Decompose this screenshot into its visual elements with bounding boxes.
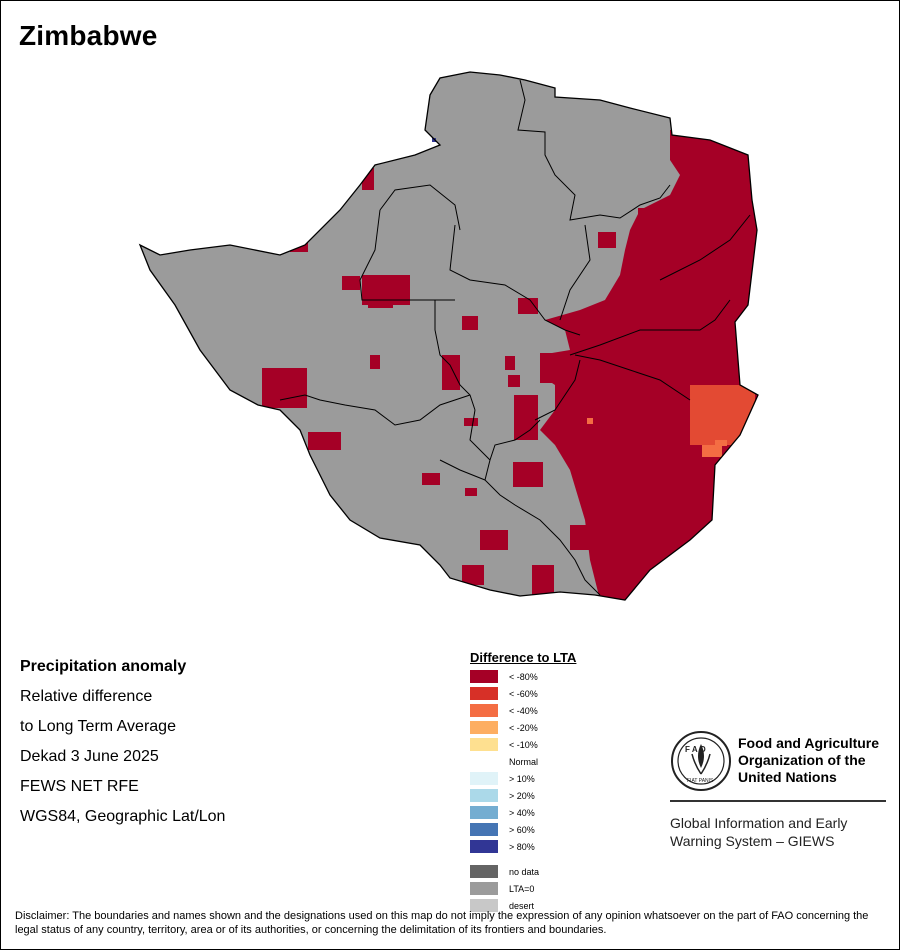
legend-label: > 80% bbox=[509, 841, 535, 852]
fao-name-3: United Nations bbox=[738, 769, 837, 785]
fao-logo-letters: F A O bbox=[685, 745, 706, 754]
legend-row: > 20% bbox=[470, 787, 576, 804]
disclaimer: Disclaimer: The boundaries and names sho… bbox=[15, 910, 869, 936]
legend-swatch bbox=[470, 823, 498, 836]
legend-swatch bbox=[470, 899, 498, 912]
legend-swatch bbox=[470, 806, 498, 819]
legend-row: < -60% bbox=[470, 685, 576, 702]
legend-swatch bbox=[470, 789, 498, 802]
fao-name-2: Organization of the bbox=[738, 752, 866, 768]
fao-logo-icon: F A O FIAT PANIS bbox=[671, 731, 731, 791]
fao-logo-motto: FIAT PANIS bbox=[687, 778, 714, 784]
deficit-block bbox=[540, 353, 570, 383]
deficit-block bbox=[370, 355, 380, 369]
giews-line-2: Warning System – GIEWS bbox=[670, 833, 835, 849]
info-line-1: Relative difference bbox=[20, 688, 153, 705]
deficit-block bbox=[513, 462, 543, 487]
deficit-block bbox=[684, 210, 692, 218]
deficit-block bbox=[462, 565, 484, 585]
legend-label: > 40% bbox=[509, 807, 535, 818]
legend-row: > 60% bbox=[470, 821, 576, 838]
legend: Difference to LTA < -80% < -60% < -40% < -2… bbox=[470, 650, 576, 914]
legend-label: > 20% bbox=[509, 790, 535, 801]
legend-items: < -80% < -60% < -40% < -20% < -10% Normal > 10… bbox=[470, 668, 576, 855]
map-title: Zimbabwe bbox=[19, 20, 158, 51]
info-line-2: to Long Term Average bbox=[20, 718, 176, 735]
deficit-block bbox=[508, 375, 520, 387]
legend-row: no data bbox=[470, 863, 576, 880]
legend-row: < -80% bbox=[470, 668, 576, 685]
legend-label: < -60% bbox=[509, 688, 538, 699]
fao-divider bbox=[670, 800, 886, 802]
deficit-block bbox=[532, 565, 554, 595]
surplus-cell bbox=[432, 138, 436, 142]
deficit-block bbox=[598, 232, 616, 248]
deficit-block bbox=[442, 355, 460, 390]
info-heading: Precipitation anomaly bbox=[20, 658, 187, 675]
legend-row: Normal bbox=[470, 753, 576, 770]
deficit-block bbox=[480, 530, 508, 550]
legend-row: > 40% bbox=[470, 804, 576, 821]
deficit-block bbox=[464, 418, 478, 426]
moderate-deficit-patch bbox=[690, 385, 755, 445]
deficit-block bbox=[308, 432, 341, 450]
legend-swatch bbox=[470, 772, 498, 785]
anomaly-cells bbox=[262, 130, 758, 600]
moderate-deficit-cell bbox=[587, 418, 593, 424]
deficit-block bbox=[462, 316, 478, 330]
legend-label: desert bbox=[509, 900, 535, 911]
legend-row: > 80% bbox=[470, 838, 576, 855]
legend-label: < -80% bbox=[509, 671, 538, 682]
deficit-block bbox=[638, 208, 648, 218]
precipitation-anomaly-map bbox=[138, 71, 759, 601]
legend-row: < -10% bbox=[470, 736, 576, 753]
legend-label: < -10% bbox=[509, 739, 538, 750]
legend-swatch bbox=[470, 670, 498, 683]
legend-label: > 10% bbox=[509, 773, 535, 784]
deficit-block bbox=[422, 473, 440, 485]
deficit-block bbox=[505, 356, 515, 370]
fao-branding: F A O FIAT PANIS Food and Agriculture Or… bbox=[670, 730, 890, 850]
fao-name-1: Food and Agriculture bbox=[738, 735, 880, 751]
deficit-block bbox=[262, 368, 307, 408]
legend-swatch bbox=[470, 704, 498, 717]
legend-extra: no data LTA=0 desert bbox=[470, 863, 576, 914]
legend-row: < -20% bbox=[470, 719, 576, 736]
legend-label: no data bbox=[509, 866, 540, 877]
province-boundaries bbox=[279, 79, 751, 596]
info-period: Dekad 3 June 2025 bbox=[20, 748, 159, 765]
legend-row: < -40% bbox=[470, 702, 576, 719]
deficit-block bbox=[465, 488, 477, 496]
giews-line-1: Global Information and Early bbox=[670, 815, 848, 831]
legend-label: < -20% bbox=[509, 722, 538, 733]
legend-swatch bbox=[470, 882, 498, 895]
east-deficit-zone bbox=[540, 130, 758, 600]
legend-swatch bbox=[470, 840, 498, 853]
deficit-block bbox=[518, 298, 538, 314]
legend-label: < -40% bbox=[509, 705, 538, 716]
info-source: FEWS NET RFE bbox=[20, 778, 139, 795]
legend-row: LTA=0 bbox=[470, 880, 576, 897]
deficit-block bbox=[570, 525, 590, 550]
deficit-block bbox=[342, 276, 360, 290]
legend-swatch bbox=[470, 687, 498, 700]
moderate-deficit-cell bbox=[702, 445, 722, 457]
legend-swatch bbox=[470, 721, 498, 734]
legend-title: Difference to LTA bbox=[470, 650, 577, 665]
legend-row: desert bbox=[470, 897, 576, 914]
legend-swatch bbox=[470, 755, 498, 768]
zimbabwe-border bbox=[138, 71, 759, 601]
legend-label: > 60% bbox=[509, 824, 535, 835]
legend-row: > 10% bbox=[470, 770, 576, 787]
map-info: Precipitation anomaly Relative differenc… bbox=[20, 656, 225, 836]
moderate-deficit-cell bbox=[715, 440, 727, 446]
legend-swatch bbox=[470, 865, 498, 878]
legend-swatch bbox=[470, 738, 498, 751]
legend-label: LTA=0 bbox=[509, 883, 535, 894]
info-projection: WGS84, Geographic Lat/Lon bbox=[20, 808, 226, 825]
legend-label: Normal bbox=[509, 756, 539, 767]
deficit-block bbox=[368, 300, 393, 308]
